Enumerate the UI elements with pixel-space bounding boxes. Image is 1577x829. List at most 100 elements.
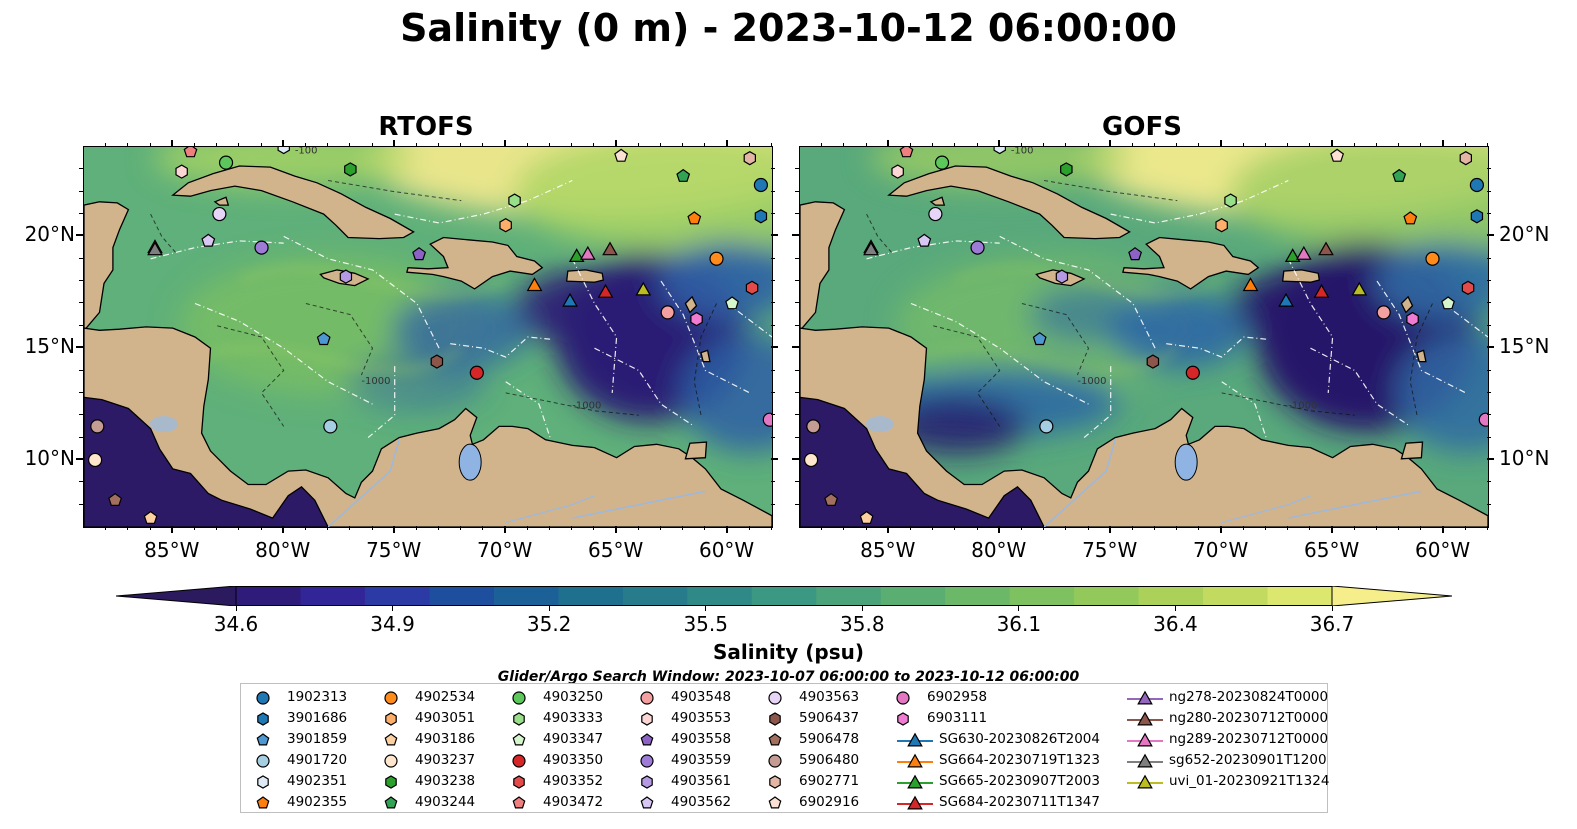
x-minor-tick bbox=[549, 526, 551, 530]
x-minor-tick-top bbox=[1353, 143, 1355, 147]
colorbar-tick-mark bbox=[1174, 606, 1176, 611]
y-minor-tick-right bbox=[771, 257, 775, 259]
x-minor-tick-top bbox=[371, 143, 373, 147]
legend-marker bbox=[513, 775, 525, 789]
map-panel-rtofs[interactable]: -100 -1000 -1000 bbox=[83, 146, 773, 528]
y-tick-mark-right bbox=[1487, 234, 1494, 237]
x-minor-tick-top bbox=[127, 143, 129, 147]
x-minor-tick bbox=[932, 526, 934, 530]
colorbar-segment bbox=[622, 586, 688, 606]
legend-label: ng278-20230824T0000 bbox=[1169, 689, 1329, 705]
x-minor-tick bbox=[1065, 526, 1067, 530]
legend-label: ng280-20230712T0000 bbox=[1169, 710, 1329, 726]
colorbar-segment bbox=[1074, 586, 1140, 606]
x-minor-tick-top bbox=[932, 143, 934, 147]
map-marker-5906437 bbox=[430, 354, 444, 369]
legend-marker bbox=[640, 796, 654, 809]
x-minor-tick bbox=[349, 526, 351, 530]
map-marker-3901859 bbox=[1032, 331, 1047, 346]
map-marker-sg664-20230719t1323 bbox=[526, 277, 543, 292]
y-minor-tick-right bbox=[1487, 302, 1491, 304]
map-marker-6903111 bbox=[690, 311, 703, 327]
y-minor-tick bbox=[79, 257, 83, 259]
legend-marker-pentagon bbox=[768, 733, 782, 746]
x-minor-tick-top bbox=[1265, 143, 1267, 147]
figure-title: Salinity (0 m) - 2023-10-12 06:00:00 bbox=[400, 6, 1177, 50]
legend-marker-hexagon bbox=[641, 775, 653, 789]
y-minor-tick-right bbox=[771, 302, 775, 304]
legend-label: 4902355 bbox=[287, 794, 348, 810]
x-tick-mark-top bbox=[281, 140, 284, 147]
x-minor-tick-top bbox=[1176, 143, 1178, 147]
x-minor-tick-top bbox=[682, 143, 684, 147]
legend-label: 4903559 bbox=[671, 752, 732, 768]
colorbar-segment bbox=[1203, 586, 1269, 606]
x-minor-tick bbox=[482, 526, 484, 530]
map-marker-4903548 bbox=[660, 305, 675, 320]
map-marker-sg630-20230826t2004 bbox=[1278, 292, 1294, 307]
y-minor-tick-right bbox=[771, 213, 775, 215]
map-marker-1902313 bbox=[753, 177, 769, 193]
map-marker-5906480 bbox=[806, 419, 821, 434]
y-minor-tick bbox=[795, 436, 799, 438]
x-tick-label: 65°W bbox=[588, 538, 644, 562]
y-tick-mark bbox=[792, 457, 799, 460]
x-tick-mark bbox=[392, 526, 395, 533]
y-tick-label-right: 20°N bbox=[1499, 222, 1550, 247]
x-tick-mark-top bbox=[392, 140, 395, 147]
map-marker-6902916 bbox=[1330, 148, 1345, 162]
y-minor-tick bbox=[795, 302, 799, 304]
x-minor-tick-top bbox=[1309, 143, 1311, 147]
map-marker-4903548 bbox=[1376, 305, 1391, 320]
y-minor-tick-right bbox=[771, 324, 775, 326]
legend-label: 4903238 bbox=[415, 773, 476, 789]
legend-label: sg652-20230901T1200 bbox=[1169, 752, 1327, 768]
legend-marker-hexagon bbox=[385, 775, 397, 789]
x-minor-tick bbox=[976, 526, 978, 530]
eez-boundaries bbox=[150, 179, 772, 439]
x-minor-tick-top bbox=[1487, 143, 1488, 147]
y-minor-tick-right bbox=[1487, 280, 1491, 282]
legend-marker-triangle bbox=[907, 732, 923, 747]
map-marker-4903333 bbox=[1224, 193, 1237, 208]
y-tick-mark-right bbox=[771, 234, 778, 237]
x-minor-tick bbox=[371, 526, 373, 530]
colorbar-segment bbox=[236, 586, 301, 606]
legend-marker bbox=[1127, 732, 1163, 747]
legend-label: 4903352 bbox=[543, 773, 604, 789]
x-minor-tick bbox=[1420, 526, 1422, 530]
legend-marker bbox=[385, 775, 397, 789]
x-minor-tick bbox=[327, 526, 329, 530]
colorbar-segment bbox=[1138, 586, 1204, 606]
legend-marker bbox=[897, 712, 909, 726]
map-marker-ng289-20230712t0000 bbox=[1295, 245, 1312, 260]
map-marker-4903561 bbox=[339, 269, 353, 284]
x-minor-tick-top bbox=[1198, 143, 1200, 147]
y-minor-tick-right bbox=[1487, 369, 1491, 371]
colorbar-segment bbox=[429, 586, 495, 606]
x-minor-tick-top bbox=[637, 143, 639, 147]
x-minor-tick bbox=[216, 526, 218, 530]
x-minor-tick bbox=[304, 526, 306, 530]
legend-marker bbox=[641, 775, 653, 789]
salinity-field-gofs: -100 -1000 -1000 bbox=[800, 147, 1488, 527]
x-minor-tick-top bbox=[193, 143, 195, 147]
y-minor-tick bbox=[795, 503, 799, 505]
map-marker-4903237 bbox=[803, 452, 819, 468]
map-marker-4903352 bbox=[1461, 280, 1475, 295]
map-marker-5906437 bbox=[1146, 354, 1160, 369]
legend-label: 4903244 bbox=[415, 794, 476, 810]
colorbar-tick-mark bbox=[1018, 606, 1020, 611]
y-tick-label-right: 10°N bbox=[1499, 445, 1550, 470]
x-tick-label: 65°W bbox=[1304, 538, 1360, 562]
legend-marker-pentagon bbox=[256, 733, 270, 746]
x-minor-tick-top bbox=[1154, 143, 1156, 147]
legend-label: SG684-20230711T1347 bbox=[939, 794, 1100, 810]
x-minor-tick-top bbox=[105, 143, 107, 147]
x-minor-tick bbox=[1464, 526, 1466, 530]
y-minor-tick-right bbox=[771, 369, 775, 371]
map-panel-gofs[interactable]: -100 -1000 -1000 bbox=[799, 146, 1489, 528]
legend-marker-triangle bbox=[1137, 732, 1153, 747]
y-tick-mark-right bbox=[771, 346, 778, 349]
map-marker-sg684-20230711t1347 bbox=[597, 283, 614, 298]
